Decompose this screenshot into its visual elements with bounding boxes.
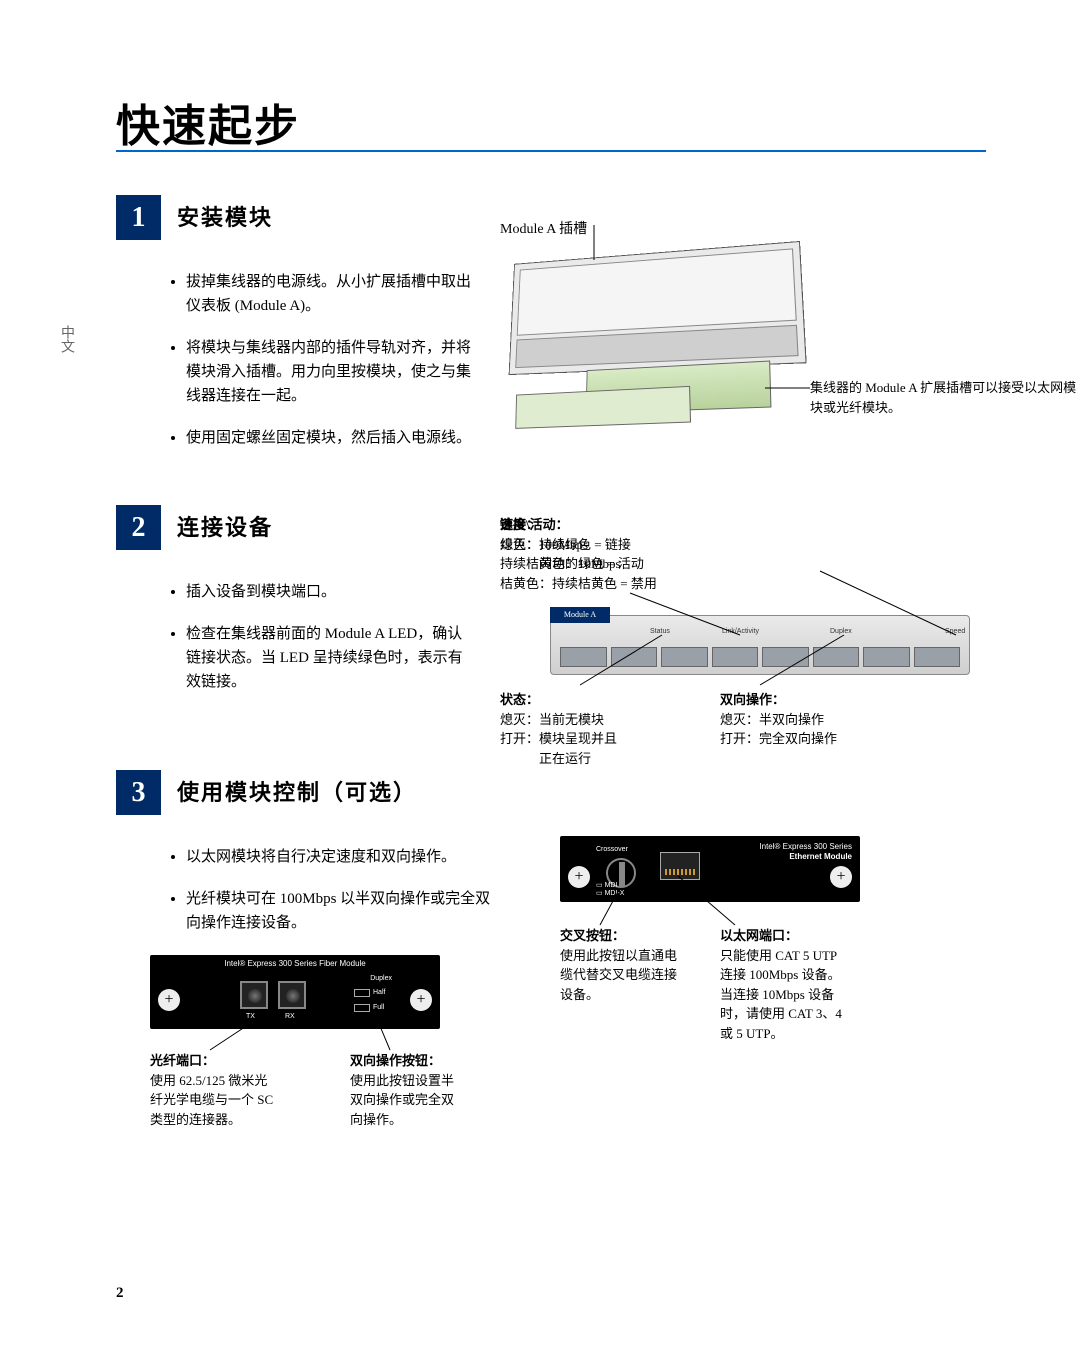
- fig2-led-link: Link/Activity: [722, 628, 759, 635]
- fig2-duplex-title: 双向操作：: [720, 692, 785, 707]
- fiber-tx-label: TX: [246, 1013, 255, 1020]
- eth-port-line: 只能使用 CAT 5 UTP: [720, 948, 837, 963]
- fiber-full-label: Full: [373, 1004, 384, 1011]
- eth-cross-title: 交叉按钮：: [560, 928, 625, 943]
- screw-icon: +: [830, 866, 852, 888]
- step1-bullet: 将模块与集线器内部的插件导轨对齐，并将模块滑入插槽。用力向里按模块，使之与集线器…: [186, 336, 476, 408]
- step-1: 1 安装模块 拔掉集线器的电源线。从小扩展插槽中取出仪表板 (Module A)…: [116, 195, 476, 468]
- eth-port-line: 连接 100Mbps 设备。: [720, 967, 841, 982]
- side-tab: 中文: [56, 325, 76, 353]
- step-2-title: 连接设备: [177, 505, 273, 550]
- fig2-illustration: 链接\活动： 绿色：持续绿色 = 链接 闪动的绿色 = 活动 桔黄色：持续桔黄色…: [500, 515, 980, 765]
- page-title: 快速起步: [116, 90, 300, 154]
- eth-mdix: MDI-X: [605, 890, 625, 897]
- step2-bullet: 插入设备到模块端口。: [186, 580, 476, 604]
- eth-port-line: 或 5 UTP。: [720, 1026, 784, 1041]
- fig2-status-line: 熄灭：当前无模块: [500, 712, 604, 727]
- fiber-port-line: 类型的连接器。: [150, 1112, 241, 1127]
- fiber-switch-line: 双向操作或完全双: [350, 1092, 454, 1107]
- step-3-number: 3: [116, 770, 161, 815]
- eth-mdi: MDI: [605, 882, 618, 889]
- fiber-half-label: Half: [373, 989, 385, 996]
- title-underline: [116, 150, 986, 152]
- step-1-title: 安装模块: [177, 195, 273, 240]
- screw-icon: +: [158, 989, 180, 1011]
- fig-fiber-module: Intel® Express 300 Series Fiber Module +…: [150, 955, 470, 1135]
- step1-bullet: 使用固定螺丝固定模块，然后插入电源线。: [186, 426, 476, 450]
- fig2-status-line: 打开：模块呈现并且: [500, 731, 617, 746]
- fig2-speed-line: 熄灭：100Mbps: [500, 537, 588, 552]
- eth-rj45-icon: [660, 852, 700, 880]
- step1-bullet: 拔掉集线器的电源线。从小扩展插槽中取出仪表板 (Module A)。: [186, 270, 476, 318]
- fig2-led-status: Status: [650, 628, 670, 635]
- fig1-note: 集线器的 Module A 扩展插槽可以接受以太网模块或光纤模块。: [810, 378, 1080, 417]
- fiber-port-line: 使用 62.5/125 微米光: [150, 1073, 267, 1088]
- fig2-led-duplex: Duplex: [830, 628, 852, 635]
- screw-icon: +: [410, 989, 432, 1011]
- eth-port-line: 当连接 10Mbps 设备: [720, 987, 834, 1002]
- fig2-speed-title: 速度：: [500, 517, 539, 532]
- fig-ethernet-module: Intel® Express 300 Series Ethernet Modul…: [560, 830, 970, 1100]
- fig1-module-icon: [515, 386, 691, 429]
- eth-cross-line: 使用此按钮以直通电: [560, 948, 677, 963]
- step-3: 3 使用模块控制（可选） 以太网模块将自行决定速度和双向操作。 光纤模块可在 1…: [116, 770, 496, 953]
- page-number: 2: [116, 1285, 124, 1302]
- fiber-rx-label: RX: [285, 1013, 295, 1020]
- fiber-switch-line: 向操作。: [350, 1112, 402, 1127]
- fiber-switch-title: 双向操作按钮：: [350, 1053, 441, 1068]
- fiber-port-title: 光纤端口：: [150, 1053, 215, 1068]
- eth-cross-line: 缆代替交叉电缆连接: [560, 967, 677, 982]
- fiber-port-rx-icon: [278, 981, 306, 1009]
- fiber-duplex-label: Duplex: [370, 975, 392, 982]
- eth-box-title1: Intel® Express 300 Series: [759, 842, 852, 851]
- step3-bullet: 以太网模块将自行决定速度和双向操作。: [186, 845, 496, 869]
- fig2-status-line: 正在运行: [500, 751, 591, 766]
- step-2-number: 2: [116, 505, 161, 550]
- fig2-speed-line: 持续桔黄色：10Mbps: [500, 556, 621, 571]
- fig2-led-speed: Speed: [945, 628, 965, 635]
- step-3-title: 使用模块控制（可选）: [177, 770, 417, 815]
- fig2-duplex-line: 打开：完全双向操作: [720, 731, 837, 746]
- eth-port-line: 时，请使用 CAT 3、4: [720, 1006, 842, 1021]
- step-2: 2 连接设备 插入设备到模块端口。 检查在集线器前面的 Module A LED…: [116, 505, 476, 712]
- step3-bullet: 光纤模块可在 100Mbps 以半双向操作或完全双向操作连接设备。: [186, 887, 496, 935]
- eth-box-title2: Ethernet Module: [789, 852, 852, 861]
- step2-bullet: 检查在集线器前面的 Module A LED，确认链接状态。当 LED 呈持续绿…: [186, 622, 476, 694]
- fiber-box-title: Intel® Express 300 Series Fiber Module: [150, 959, 440, 968]
- fig2-status-title: 状态：: [500, 692, 539, 707]
- step-1-number: 1: [116, 195, 161, 240]
- fiber-port-line: 纤光学电缆与一个 SC: [150, 1092, 273, 1107]
- eth-cross-line: 设备。: [560, 987, 599, 1002]
- fig2-link-line: 桔黄色：持续桔黄色 = 禁用: [500, 576, 657, 591]
- fiber-port-tx-icon: [240, 981, 268, 1009]
- fig2-panel-tab: Module A: [550, 607, 610, 623]
- screw-icon: +: [568, 866, 590, 888]
- eth-port-title: 以太网端口：: [720, 928, 798, 943]
- fiber-switch-line: 使用此按钮设置半: [350, 1073, 454, 1088]
- fig2-duplex-line: 熄灭：半双向操作: [720, 712, 824, 727]
- fig1-hub-icon: [509, 241, 807, 375]
- eth-crossover-label: Crossover: [596, 846, 628, 853]
